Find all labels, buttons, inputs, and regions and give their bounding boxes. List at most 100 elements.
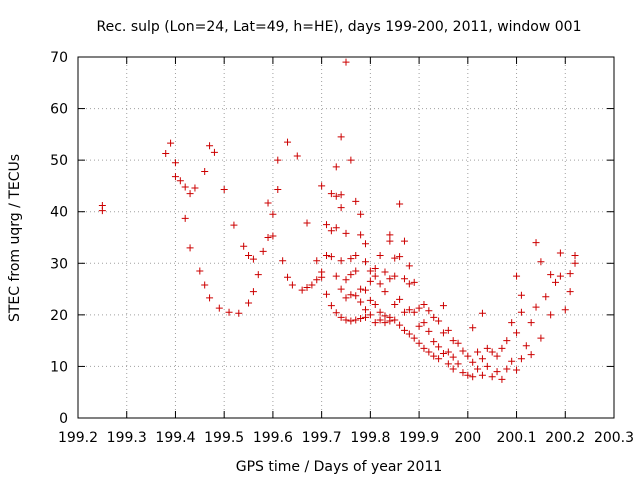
data-point	[171, 173, 179, 181]
data-point	[352, 197, 360, 205]
data-point	[332, 224, 340, 232]
data-point	[191, 184, 199, 192]
data-point	[254, 271, 262, 279]
data-point	[556, 249, 564, 257]
data-point	[483, 344, 491, 352]
data-point	[327, 302, 335, 310]
data-point	[342, 316, 350, 324]
data-point	[464, 352, 472, 360]
data-point	[386, 275, 394, 283]
data-point	[332, 272, 340, 280]
data-point	[386, 231, 394, 239]
data-point	[391, 254, 399, 262]
data-point	[269, 232, 277, 240]
data-point	[181, 183, 189, 191]
x-tick-label: 200.1	[496, 430, 536, 446]
data-point	[352, 316, 360, 324]
data-point	[459, 347, 467, 355]
data-point	[327, 253, 335, 261]
data-point	[420, 344, 428, 352]
data-point	[361, 240, 369, 248]
plot-frame	[77, 56, 615, 419]
data-point	[323, 221, 331, 229]
data-point	[532, 239, 540, 247]
data-point	[537, 258, 545, 266]
data-point	[98, 207, 106, 215]
data-point	[381, 319, 389, 327]
data-point	[327, 190, 335, 198]
data-point	[240, 242, 248, 250]
x-axis-label: GPS time / Days of year 2011	[236, 459, 443, 475]
data-point	[332, 309, 340, 317]
data-point	[361, 306, 369, 314]
data-point	[337, 313, 345, 321]
data-point	[235, 309, 243, 317]
data-point	[430, 352, 438, 360]
x-tick-label: 199.8	[350, 430, 390, 446]
x-tick-label: 199.2	[58, 430, 98, 446]
data-point	[508, 357, 516, 365]
x-tick-label: 200	[454, 430, 481, 446]
y-axis-label: STEC from uqrg / TECUs	[7, 154, 23, 322]
data-point	[225, 308, 233, 316]
data-point	[342, 58, 350, 66]
data-point	[201, 167, 209, 175]
data-point	[449, 337, 457, 345]
y-tick-label: 30	[50, 256, 68, 272]
data-point	[449, 365, 457, 373]
data-point	[371, 319, 379, 327]
x-tick-label: 199.5	[204, 430, 244, 446]
data-point	[420, 319, 428, 327]
data-point	[391, 301, 399, 309]
data-point	[556, 272, 564, 280]
y-axis-ticks: 0 10 20 30 40 50 60 70	[50, 50, 614, 427]
data-point	[361, 313, 369, 321]
data-point	[210, 148, 218, 156]
data-point	[532, 303, 540, 311]
data-point	[308, 281, 316, 289]
data-point	[361, 286, 369, 294]
data-point	[347, 317, 355, 325]
data-point	[303, 219, 311, 227]
data-point	[400, 237, 408, 245]
data-point	[245, 299, 253, 307]
data-point	[376, 316, 384, 324]
data-point	[410, 308, 418, 316]
data-point	[478, 371, 486, 379]
y-tick-label: 10	[50, 359, 68, 375]
data-point	[405, 262, 413, 270]
data-point	[513, 366, 521, 374]
data-point	[488, 348, 496, 356]
data-point	[366, 277, 374, 285]
y-tick-label: 50	[50, 153, 68, 169]
data-point	[454, 339, 462, 347]
data-point	[410, 334, 418, 342]
data-point	[415, 304, 423, 312]
data-point	[435, 355, 443, 363]
data-point	[483, 362, 491, 370]
data-point	[415, 339, 423, 347]
data-point	[249, 288, 257, 296]
data-point	[430, 313, 438, 321]
data-point	[469, 373, 477, 381]
x-tick-label: 200.3	[594, 430, 634, 446]
y-tick-label: 40	[50, 205, 68, 221]
data-point	[498, 375, 506, 383]
data-point	[313, 276, 321, 284]
scatter-series	[98, 58, 579, 383]
data-point	[342, 229, 350, 237]
x-tick-label: 199.7	[302, 430, 342, 446]
data-point	[405, 306, 413, 314]
data-point	[176, 177, 184, 185]
data-point	[337, 191, 345, 199]
data-point	[454, 360, 462, 368]
data-point	[269, 210, 277, 218]
data-point	[357, 314, 365, 322]
data-point	[196, 267, 204, 275]
y-tick-label: 0	[59, 411, 68, 427]
data-point	[391, 316, 399, 324]
x-axis-ticks: 199.2 199.3 199.4 199.5 199.6 199.7 199.8 199.9…	[58, 57, 634, 446]
data-point	[425, 348, 433, 356]
data-point	[186, 190, 194, 198]
data-point	[493, 352, 501, 360]
